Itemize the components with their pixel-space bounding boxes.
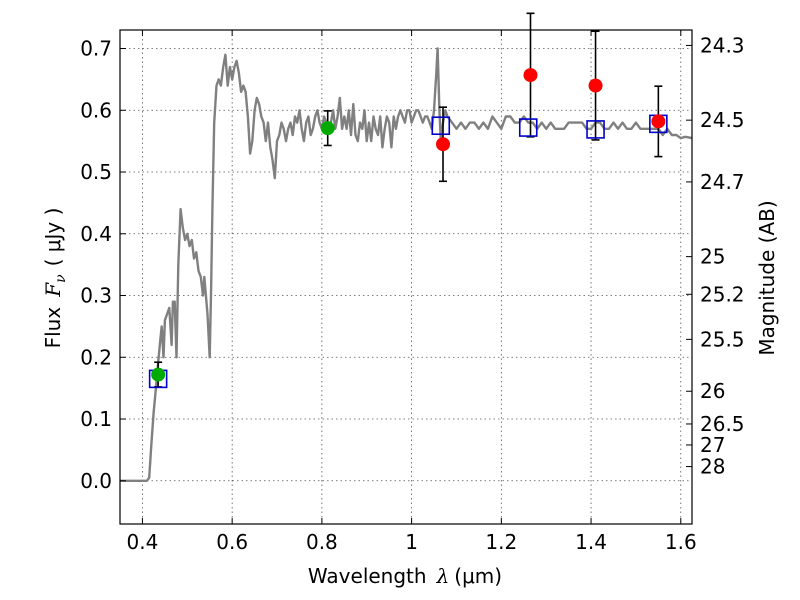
secondary-y-tick-label: 26 — [700, 379, 725, 403]
square-marker — [586, 120, 605, 139]
x-tick-label: 1 — [405, 530, 418, 554]
x-axis-title-prefix: Wavelength — [308, 564, 427, 588]
secondary-y-axis-title: Magnitude (AB) — [755, 200, 779, 355]
x-tick-label: 0.8 — [306, 530, 338, 554]
x-axis-title-symbol: λ — [436, 564, 450, 588]
model-spectrum-layer — [120, 47, 693, 482]
secondary-y-tick-label: 27 — [700, 433, 725, 457]
secondary-y-tick-label: 26.5 — [700, 412, 745, 436]
x-axis-title-unit: (μm) — [454, 564, 502, 588]
x-axis-title: Wavelength λ (μm) — [308, 564, 502, 588]
y-tick-label: 0.4 — [80, 222, 112, 246]
secondary-y-tick-label: 28 — [700, 455, 725, 479]
y-tick-label: 0.6 — [80, 98, 112, 122]
y-tick-label: 0.1 — [80, 407, 112, 431]
x-tick-label: 0.4 — [127, 530, 159, 554]
y-tick-label: 0.3 — [80, 284, 112, 308]
y-axis-title-unit: ( μJy ) — [41, 208, 65, 267]
y-axis-title-symbol: F — [41, 282, 65, 298]
green-point — [320, 121, 335, 136]
model-spectrum-line — [120, 47, 693, 482]
y-axis-title-subscript: ν — [53, 274, 69, 283]
secondary-y-tick-label: 25.2 — [700, 282, 745, 306]
tick-layer: 0.4 0.6 0.8 1 1.2 1.4 1.6 0.0 0.1 0.2 0.3 0.4 0.5 0.6… — [80, 30, 745, 554]
y-axis-title: Flux Fν ( μJy ) — [41, 208, 69, 349]
green-point — [151, 367, 166, 382]
y-tick-label: 0.0 — [80, 469, 112, 493]
y-tick-label: 0.7 — [80, 37, 112, 61]
red-point — [588, 78, 603, 93]
grid-layer — [120, 30, 692, 524]
plot-frame — [119, 29, 693, 525]
y-axis-title-prefix: Flux — [41, 307, 65, 349]
y-tick-label: 0.2 — [80, 345, 112, 369]
data-point-layer — [148, 12, 668, 389]
x-tick-label: 1.4 — [575, 530, 607, 554]
secondary-y-tick-label: 24.7 — [700, 170, 745, 194]
square-marker — [431, 116, 451, 136]
x-tick-label: 0.6 — [216, 530, 248, 554]
red-point — [436, 137, 451, 152]
secondary-y-tick-label: 25.5 — [700, 327, 745, 351]
secondary-y-tick-label: 25 — [700, 245, 725, 269]
y-tick-label: 0.5 — [80, 160, 112, 184]
red-point — [651, 114, 666, 129]
square-marker — [518, 118, 538, 137]
secondary-y-tick-label: 24.5 — [700, 108, 745, 132]
x-tick-label: 1.6 — [665, 530, 697, 554]
red-point — [523, 68, 538, 83]
secondary-y-tick-label: 24.3 — [700, 33, 745, 57]
x-tick-label: 1.2 — [485, 530, 517, 554]
